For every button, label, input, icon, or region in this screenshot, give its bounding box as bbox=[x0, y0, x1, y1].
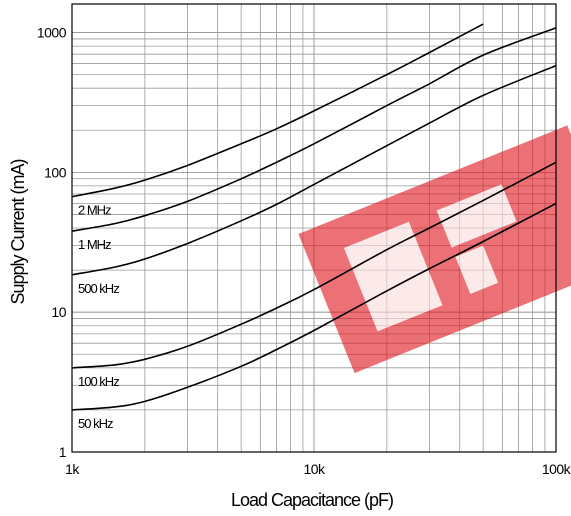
watermark-logo bbox=[298, 125, 571, 374]
series-label: 50 kHz bbox=[78, 416, 113, 431]
y-tick-label: 10 bbox=[51, 304, 66, 320]
y-tick-label: 1000 bbox=[37, 25, 67, 41]
series-line bbox=[71, 27, 557, 232]
x-tick-labels: 1k 10k 100k bbox=[65, 461, 571, 477]
data-curves bbox=[71, 23, 557, 411]
y-tick-labels: 1 10 100 1000 bbox=[37, 25, 67, 460]
y-tick-label: 100 bbox=[44, 164, 67, 180]
series-line bbox=[71, 23, 484, 198]
plot-frame bbox=[71, 3, 557, 453]
y-axis-title: Supply Current (mA) bbox=[8, 159, 28, 304]
series-line bbox=[71, 161, 557, 369]
y-tick-label: 1 bbox=[59, 444, 67, 460]
x-tick-label: 10k bbox=[303, 461, 326, 477]
series-labels: 2 MHz 1 MHz 500 kHz 100 kHz 50 kHz bbox=[78, 203, 120, 431]
series-line bbox=[71, 202, 557, 411]
series-line bbox=[71, 64, 557, 276]
x-tick-label: 1k bbox=[65, 461, 80, 477]
series-label: 500 kHz bbox=[78, 281, 119, 296]
x-axis-title: Load Capacitance (pF) bbox=[231, 490, 393, 510]
x-tick-label: 100k bbox=[542, 461, 571, 477]
series-label: 1 MHz bbox=[78, 237, 111, 252]
series-label: 2 MHz bbox=[78, 203, 111, 218]
series-label: 100 kHz bbox=[78, 374, 119, 389]
